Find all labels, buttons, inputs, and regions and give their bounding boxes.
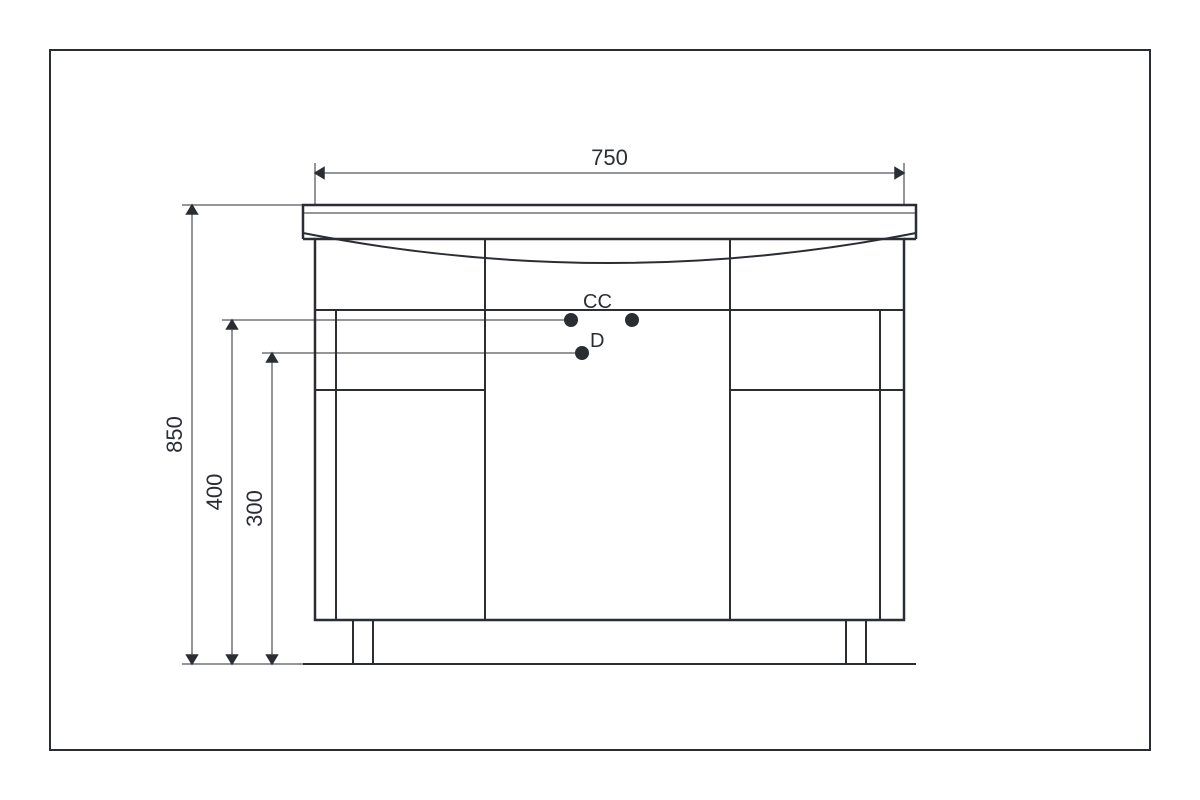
dim-850-value: 850: [162, 416, 187, 453]
dim-width-value: 750: [591, 145, 628, 170]
marker-cc-label: CC: [583, 291, 612, 313]
sink-basin-curve: [303, 233, 916, 263]
marker-d-label: D: [590, 330, 604, 352]
dim-300-value: 300: [242, 490, 267, 527]
leg-right: [846, 620, 866, 664]
dim-400-value: 400: [202, 474, 227, 511]
technical-drawing: CC D 750 850 400 300: [0, 0, 1200, 800]
marker-cc-2: [625, 313, 639, 327]
sink-rim: [303, 205, 916, 233]
leg-left: [353, 620, 373, 664]
